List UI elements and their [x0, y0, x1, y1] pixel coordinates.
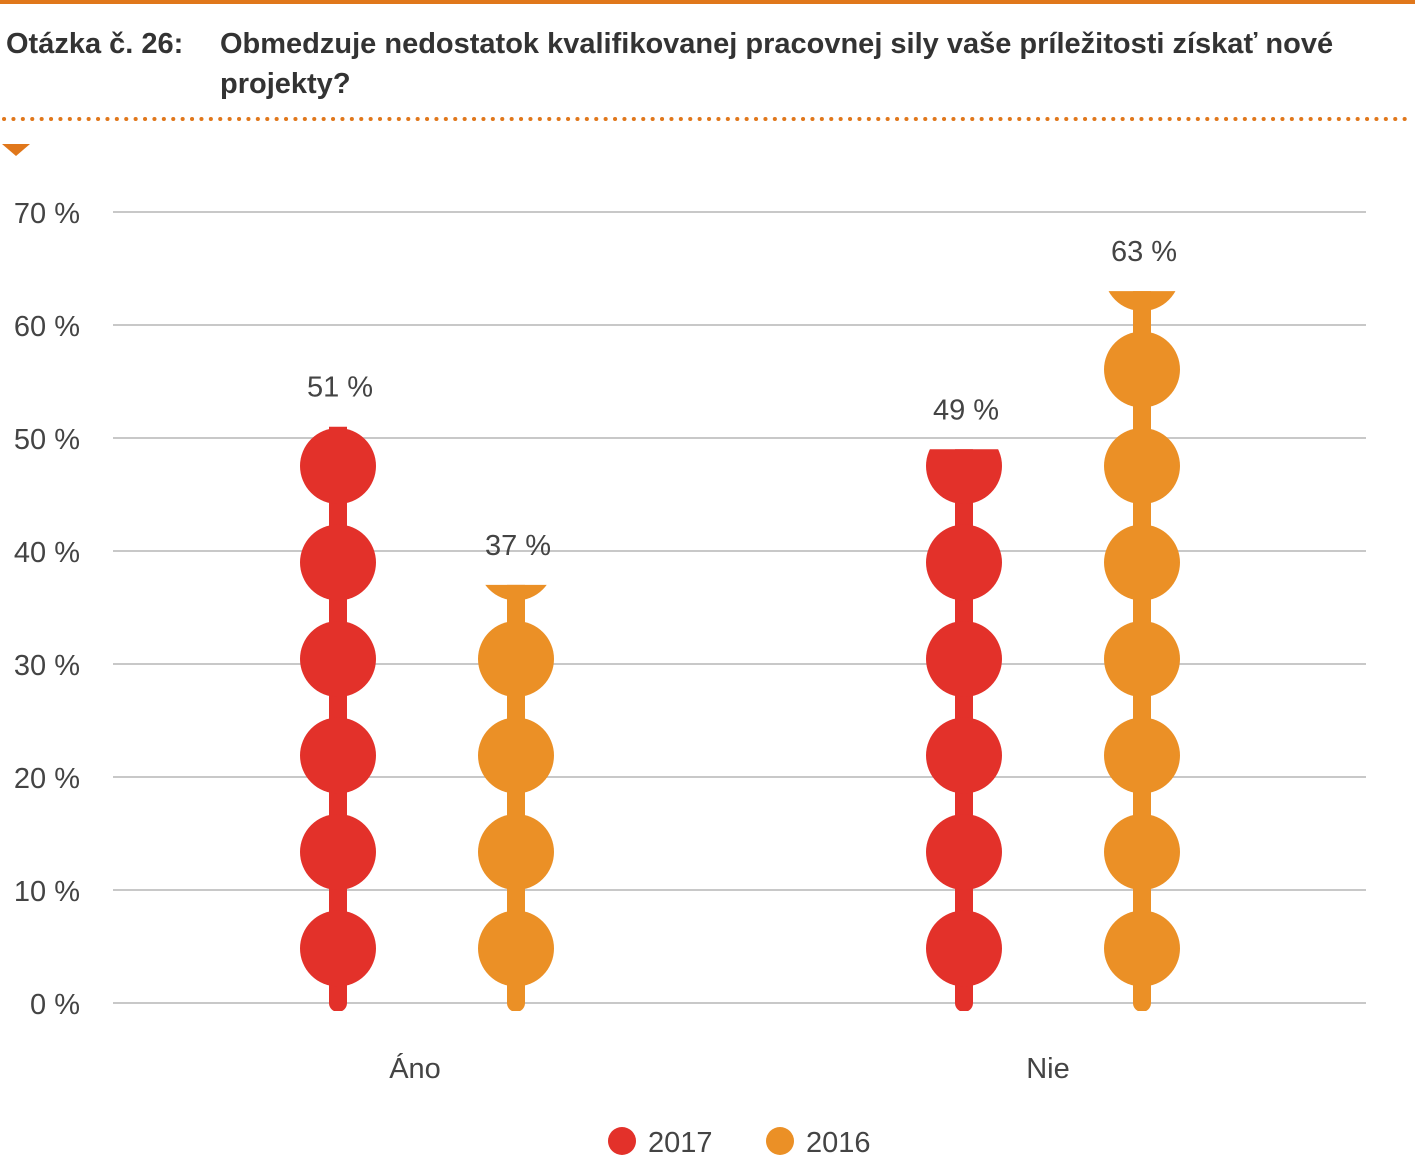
- bar-2016-áno: [478, 584, 554, 1012]
- bar-2017-nie: [926, 449, 1002, 1011]
- y-tick-label-20: 20 %: [14, 763, 80, 795]
- value-label-2017-nie: 49 %: [933, 394, 999, 426]
- value-label-2016-áno: 37 %: [485, 530, 551, 562]
- legend-label-2016: 2016: [806, 1127, 871, 1155]
- bar-bead: [478, 717, 554, 794]
- bar-bead: [926, 814, 1002, 890]
- legend-marker-2016: [766, 1127, 794, 1155]
- bar-bead: [300, 814, 376, 890]
- value-label-2017-áno: 51 %: [307, 372, 373, 404]
- bar-bead: [926, 449, 1002, 504]
- bar-bead: [300, 524, 376, 601]
- bar-bead: [478, 814, 554, 890]
- bars: [300, 291, 1180, 1012]
- bar-bead: [1104, 621, 1180, 697]
- bar-bead: [1104, 331, 1180, 408]
- bar-bead: [926, 621, 1002, 697]
- legend-label-2017: 2017: [648, 1127, 713, 1155]
- bar-bead: [300, 717, 376, 794]
- y-tick-label-60: 60 %: [14, 311, 80, 343]
- bar-bead: [1104, 524, 1180, 601]
- bar-bead: [300, 910, 376, 987]
- bar-bead: [926, 910, 1002, 987]
- top-accent-rule: [0, 0, 1415, 4]
- y-axis-labels: 0 % 10 % 20 % 30 % 40 % 50 % 60 % 70 %: [14, 198, 80, 1021]
- bar-bead: [1104, 717, 1180, 794]
- legend: 2017 2016: [608, 1127, 871, 1155]
- value-labels: 51 % 49 % 37 % 63 %: [307, 236, 1177, 562]
- bar-2016-nie: [1104, 291, 1180, 1012]
- bar-2017-áno: [300, 426, 376, 1011]
- bar-body: [478, 584, 554, 1012]
- y-tick-label-70: 70 %: [14, 198, 80, 230]
- y-tick-label-0: 0 %: [30, 989, 80, 1021]
- bar-bead: [926, 524, 1002, 601]
- bar-body: [926, 449, 1002, 1011]
- bar-bead: [300, 621, 376, 697]
- y-tick-label-50: 50 %: [14, 424, 80, 456]
- legend-marker-2017: [608, 1127, 636, 1155]
- y-tick-label-10: 10 %: [14, 876, 80, 908]
- pointer-triangle-icon: [2, 144, 30, 156]
- bar-bead: [1104, 910, 1180, 987]
- bar-bead: [485, 584, 547, 601]
- bar-bead: [300, 428, 376, 504]
- bar-bead: [1108, 291, 1176, 311]
- bar-bead: [1104, 428, 1180, 504]
- bar-bead: [478, 910, 554, 987]
- gridlines: [113, 211, 1366, 1004]
- bar-bead: [926, 717, 1002, 794]
- bar-body: [1104, 291, 1180, 1012]
- y-tick-label-30: 30 %: [14, 650, 80, 682]
- value-label-2016-nie: 63 %: [1111, 236, 1177, 268]
- bar-bead: [478, 621, 554, 697]
- category-label-0: Áno: [389, 1052, 441, 1085]
- y-tick-label-40: 40 %: [14, 537, 80, 569]
- x-axis-labels: Áno Nie: [389, 1052, 1070, 1085]
- bar-body: [300, 426, 376, 1011]
- category-label-1: Nie: [1026, 1053, 1070, 1085]
- question-text: Obmedzuje nedostatok kvalifikovanej prac…: [220, 28, 1334, 100]
- question-number: Otázka č. 26:: [6, 28, 184, 60]
- bar-bead: [1104, 814, 1180, 890]
